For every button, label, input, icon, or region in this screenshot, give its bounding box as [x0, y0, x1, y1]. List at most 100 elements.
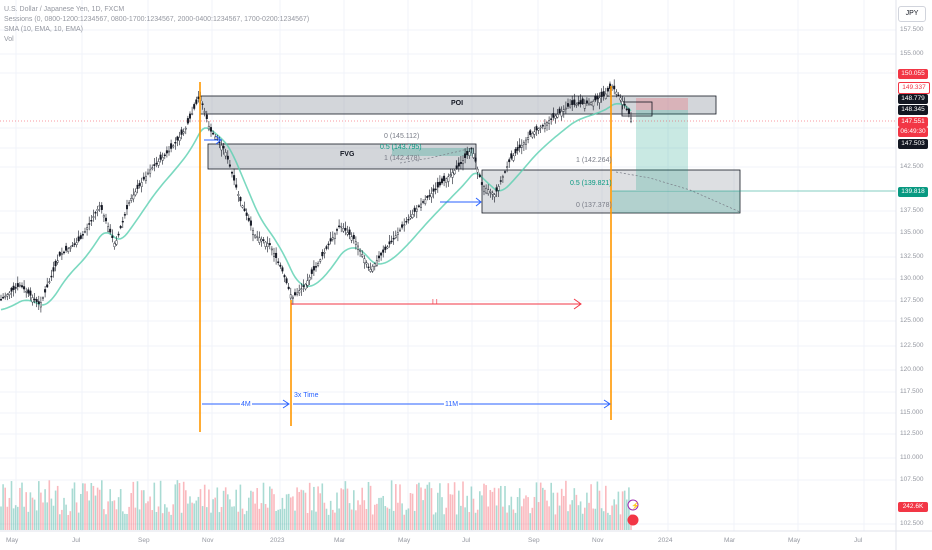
volume-bar	[19, 487, 21, 530]
volume-bar	[130, 493, 132, 530]
candle-body	[369, 269, 372, 272]
candle-body	[424, 199, 427, 204]
volume-bar	[491, 491, 494, 530]
candle-body	[596, 95, 599, 100]
candle-body	[266, 243, 269, 247]
volume-bar	[262, 482, 265, 530]
candle-body	[77, 236, 80, 242]
candle-body	[88, 223, 91, 225]
candle-body	[541, 125, 544, 127]
forecast-dashed-line	[615, 171, 741, 213]
volume-bar	[439, 483, 441, 530]
candle-body	[115, 240, 118, 245]
sma-indicator[interactable]: SMA (10, EMA, 10, EMA)	[4, 26, 83, 33]
candle-body	[537, 128, 540, 131]
volume-bar	[258, 508, 261, 530]
candle-body	[552, 113, 555, 118]
volume-bar	[206, 507, 208, 530]
candle-body	[546, 122, 549, 126]
volume-bar	[273, 494, 275, 530]
volume-bar	[75, 502, 78, 530]
volume-bar	[516, 497, 519, 530]
price-tick-label: 117.500	[900, 388, 924, 395]
price-tick-label: 112.500	[900, 430, 924, 437]
candle-body	[226, 155, 229, 160]
candle-body	[247, 217, 250, 221]
volume-bar	[44, 489, 46, 530]
volume-bar	[199, 489, 202, 530]
candle-body	[298, 290, 301, 294]
candle-body	[23, 286, 26, 290]
price-tick-label: 135.000	[900, 229, 924, 236]
candle-body	[14, 287, 17, 289]
volume-bar	[437, 492, 439, 530]
candle-body	[12, 285, 15, 291]
candle-body	[447, 176, 450, 182]
volume-bar	[40, 492, 42, 530]
candle-body	[224, 152, 227, 157]
fib-zone-lower-green	[612, 191, 740, 213]
candle-body	[569, 104, 572, 108]
candle-body	[411, 214, 414, 218]
currency-button[interactable]: JPY	[898, 6, 926, 22]
time-tick-label: Jul	[854, 537, 863, 544]
fib2-05-label: 0.5 (139.821)	[570, 180, 612, 187]
volume-bar	[321, 483, 324, 530]
volume-bar	[577, 505, 580, 530]
candle-body	[459, 162, 462, 164]
candle-body	[426, 195, 429, 198]
volume-bar	[256, 488, 258, 530]
candle-body	[508, 159, 511, 163]
volume-bar	[67, 514, 69, 530]
event-flag-icon	[627, 514, 639, 526]
candle-body	[134, 191, 137, 196]
candle-body	[63, 251, 66, 254]
candle-body	[123, 214, 126, 216]
volume-bar	[231, 506, 233, 530]
candle-body	[191, 113, 194, 115]
volume-bar	[359, 504, 361, 530]
price-tag: 06:49:30	[898, 127, 928, 137]
volume-bar	[107, 501, 109, 530]
arrow-small-1-head	[215, 135, 222, 145]
candle-body	[512, 155, 515, 161]
price-tick-label: 130.000	[900, 275, 924, 282]
volume-bar	[458, 490, 460, 530]
volume-bar	[416, 484, 418, 530]
volume-bar	[90, 482, 93, 530]
volume-bar	[590, 484, 592, 530]
candle-body	[543, 123, 546, 129]
symbol-title[interactable]: U.S. Dollar / Japanese Yen, 1D, FXCM	[4, 6, 125, 13]
volume-indicator[interactable]: Vol	[4, 36, 14, 43]
candle-body	[518, 144, 521, 149]
candle-body	[42, 297, 45, 299]
time-tick-label: Sep	[528, 537, 540, 544]
candle-body	[296, 292, 299, 295]
volume-bar	[596, 481, 599, 530]
candle-body	[312, 266, 315, 271]
volume-bar	[243, 514, 246, 530]
volume-bar	[308, 482, 311, 530]
volume-bar	[195, 500, 198, 530]
volume-bar	[208, 489, 210, 530]
candle-body	[264, 241, 267, 247]
candle-body	[350, 236, 353, 241]
volume-bar	[210, 512, 212, 530]
volume-bar	[609, 514, 611, 530]
volume-bar	[567, 511, 569, 530]
candle-body	[157, 161, 160, 166]
candle-body	[621, 100, 624, 105]
volume-bar	[342, 489, 345, 530]
time-tick-label: Mar	[334, 537, 346, 544]
candle-body	[478, 174, 481, 178]
volume-bar	[525, 495, 527, 530]
volume-bar	[52, 505, 55, 530]
sessions-indicator[interactable]: Sessions (0, 0800-1200:1234567, 0800-170…	[4, 16, 310, 23]
candle-body	[243, 208, 246, 211]
volume-bar	[332, 509, 334, 530]
candle-body	[567, 103, 570, 107]
candle-body	[493, 194, 496, 198]
price-tick-label: 125.000	[900, 317, 924, 324]
volume-bar	[504, 486, 506, 530]
